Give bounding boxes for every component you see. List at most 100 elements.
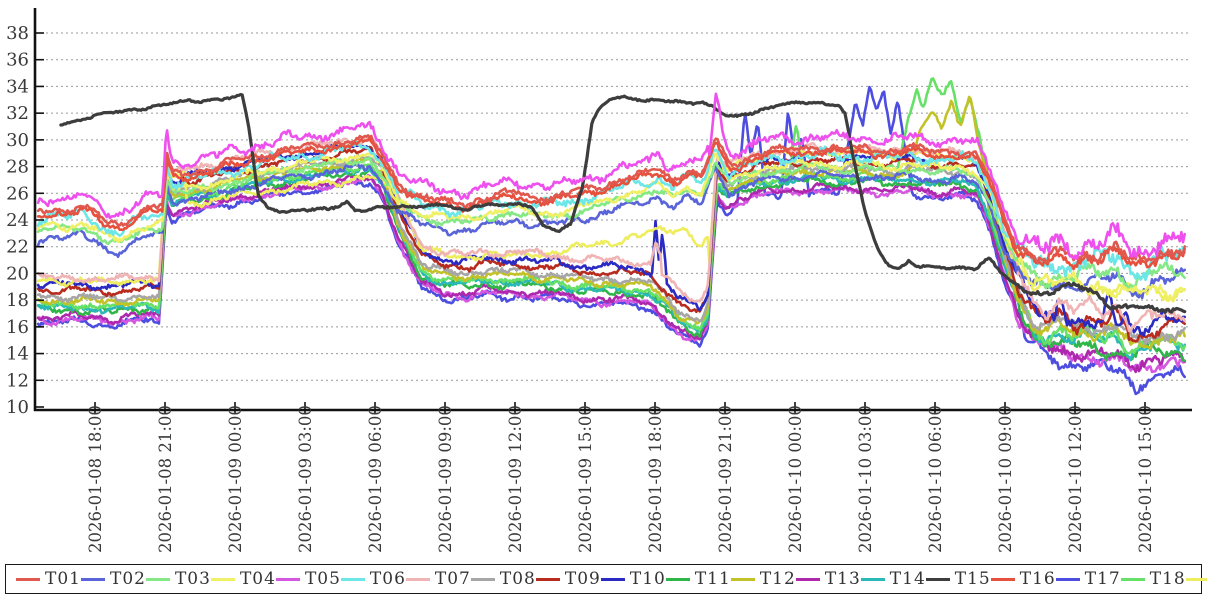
legend-item-t01: T01 xyxy=(16,569,81,589)
series-line-T01 xyxy=(36,134,1186,265)
y-tick-label: 12 xyxy=(6,370,29,391)
series-line-T06 xyxy=(36,140,1186,282)
series-line-T21 xyxy=(36,92,1186,261)
legend: T01 T02 T03 T04 T05 T06 T07 T08 T09 T10 T11 T12 T13 T… xyxy=(5,564,1207,594)
legend-label: T14 xyxy=(889,569,926,589)
y-tick-label: 14 xyxy=(6,344,29,365)
legend-item-t05: T05 xyxy=(275,569,341,589)
y-tick-label: 10 xyxy=(6,397,29,418)
series-line-T02 xyxy=(36,162,1186,300)
legend-swatch-t14 xyxy=(860,577,885,581)
legend-label: T06 xyxy=(369,569,406,589)
x-tick-label: 2026-01-09 03:00 xyxy=(296,405,315,553)
y-tick-label: 28 xyxy=(6,157,29,178)
legend-label: T07 xyxy=(434,569,471,589)
legend-swatch-t10 xyxy=(600,577,625,581)
legend-item-t14: T14 xyxy=(860,569,926,589)
legend-label: T16 xyxy=(1019,569,1056,589)
x-tick-label: 2026-01-09 21:00 xyxy=(716,405,735,553)
x-tick-label: 2026-01-09 12:00 xyxy=(506,405,525,553)
chart-area: 10 12 14 16 18 20 22 24 26 28 30 32 34 36 38 2026-01-08… xyxy=(6,8,1192,553)
legend-swatch-t17 xyxy=(1055,577,1080,581)
legend-swatch-t18 xyxy=(1120,577,1145,581)
legend-item-t09: T09 xyxy=(535,569,601,589)
legend-swatch-t05 xyxy=(275,577,300,581)
legend-swatch-t15 xyxy=(925,577,950,581)
series-line-T18 xyxy=(36,77,1186,355)
legend-swatch-t03 xyxy=(145,577,170,581)
legend-item-t19: T19 xyxy=(1185,569,1207,589)
legend-swatch-t04 xyxy=(210,577,235,581)
y-tick-label: 26 xyxy=(6,183,29,204)
legend-label: T08 xyxy=(499,569,536,589)
legend-item-t10: T10 xyxy=(600,569,666,589)
legend-item-t13: T13 xyxy=(795,569,861,589)
legend-swatch-t01 xyxy=(16,577,40,581)
legend-label: T18 xyxy=(1149,569,1186,589)
x-axis-ticks: 2026-01-08 18:00 2026-01-08 21:00 2026-01-… xyxy=(86,402,1155,553)
series-line-T12 xyxy=(36,95,1186,350)
x-tick-label: 2026-01-10 15:00 xyxy=(1136,405,1155,553)
legend-label: T04 xyxy=(239,569,276,589)
x-tick-label: 2026-01-09 00:00 xyxy=(226,405,245,553)
legend-label: T01 xyxy=(45,569,81,589)
legend-item-t03: T03 xyxy=(145,569,211,589)
legend-item-t12: T12 xyxy=(730,569,796,589)
legend-swatch-t06 xyxy=(340,577,365,581)
x-tick-label: 2026-01-08 21:00 xyxy=(156,405,175,553)
y-tick-label: 34 xyxy=(6,76,29,97)
legend-label: T11 xyxy=(694,569,731,589)
legend-item-t17: T17 xyxy=(1055,569,1121,589)
y-tick-label: 30 xyxy=(6,130,29,151)
x-tick-label: 2026-01-08 18:00 xyxy=(86,405,105,553)
series-line-T15 xyxy=(59,92,1187,314)
y-tick-label: 18 xyxy=(6,290,29,311)
y-axis-ticks: 10 12 14 16 18 20 22 24 26 28 30 32 34 36 38 xyxy=(6,23,44,418)
legend-item-t11: T11 xyxy=(665,569,731,589)
series-line-T13 xyxy=(36,172,1186,374)
legend-swatch-t16 xyxy=(990,577,1015,581)
legend-label: T10 xyxy=(629,569,666,589)
axes xyxy=(33,8,1192,412)
legend-label: T05 xyxy=(304,569,341,589)
legend-swatch-t07 xyxy=(405,577,430,581)
x-tick-label: 2026-01-10 09:00 xyxy=(996,405,1015,553)
x-tick-label: 2026-01-09 18:00 xyxy=(646,405,665,553)
y-tick-label: 32 xyxy=(6,103,29,124)
legend-item-t15: T15 xyxy=(925,569,991,589)
x-tick-label: 2026-01-10 00:00 xyxy=(786,405,805,553)
legend-label: T15 xyxy=(954,569,991,589)
y-tick-label: 24 xyxy=(6,210,29,231)
legend-label: T17 xyxy=(1084,569,1121,589)
y-tick-label: 38 xyxy=(6,23,29,44)
legend-label: T02 xyxy=(109,569,146,589)
legend-item-t16: T16 xyxy=(990,569,1056,589)
legend-swatch-t08 xyxy=(470,577,495,581)
legend-item-t18: T18 xyxy=(1120,569,1186,589)
legend-label: T12 xyxy=(759,569,796,589)
legend-swatch-t13 xyxy=(795,577,820,581)
x-tick-label: 2026-01-10 06:00 xyxy=(926,405,945,553)
x-tick-label: 2026-01-09 09:00 xyxy=(436,405,455,553)
legend-label: T13 xyxy=(824,569,861,589)
legend-item-t07: T07 xyxy=(405,569,471,589)
series-lines xyxy=(36,77,1187,396)
legend-swatch-t02 xyxy=(80,577,105,581)
y-tick-label: 22 xyxy=(6,237,29,258)
x-tick-label: 2026-01-10 12:00 xyxy=(1066,405,1085,553)
y-tick-label: 36 xyxy=(6,50,29,71)
legend-item-t08: T08 xyxy=(470,569,536,589)
legend-swatch-t11 xyxy=(665,577,690,581)
x-tick-label: 2026-01-09 06:00 xyxy=(366,405,385,553)
chart-canvas: 10 12 14 16 18 20 22 24 26 28 30 32 34 36 38 2026-01-08… xyxy=(6,8,1192,553)
legend-item-t04: T04 xyxy=(210,569,276,589)
legend-swatch-t09 xyxy=(535,577,560,581)
legend-item-t02: T02 xyxy=(80,569,146,589)
y-tick-label: 20 xyxy=(6,263,29,284)
x-tick-label: 2026-01-09 15:00 xyxy=(576,405,595,553)
legend-swatch-t19 xyxy=(1185,577,1207,581)
y-tick-label: 16 xyxy=(6,317,29,338)
legend-label: T03 xyxy=(174,569,211,589)
legend-item-t06: T06 xyxy=(340,569,406,589)
